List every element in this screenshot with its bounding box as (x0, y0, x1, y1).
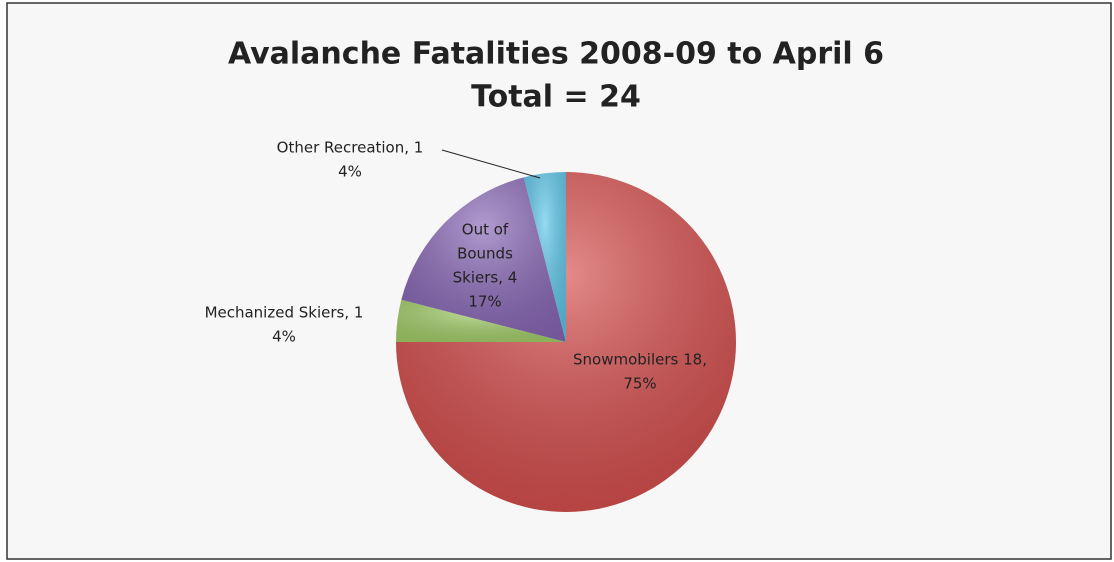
data-label: Out of (462, 221, 509, 239)
slice-shade (401, 177, 566, 342)
value-label: 17% (468, 293, 501, 311)
value-label: 4% (272, 328, 296, 346)
slice-shade (396, 299, 566, 342)
value-label: 75% (623, 375, 656, 393)
data-label: Skiers, 4 (453, 269, 518, 287)
chart-title: Total = 24 (471, 80, 641, 115)
leader-line (441, 149, 541, 179)
chart-title: Avalanche Fatalities 2008-09 to April 6 (228, 37, 884, 72)
slice-shade (523, 172, 566, 342)
data-label: Bounds (457, 245, 513, 263)
data-label: Mechanized Skiers, 1 (205, 304, 364, 322)
data-label: Other Recreation, 1 (277, 139, 424, 157)
value-label: 4% (338, 163, 362, 181)
data-label: Snowmobilers 18, (573, 351, 707, 369)
